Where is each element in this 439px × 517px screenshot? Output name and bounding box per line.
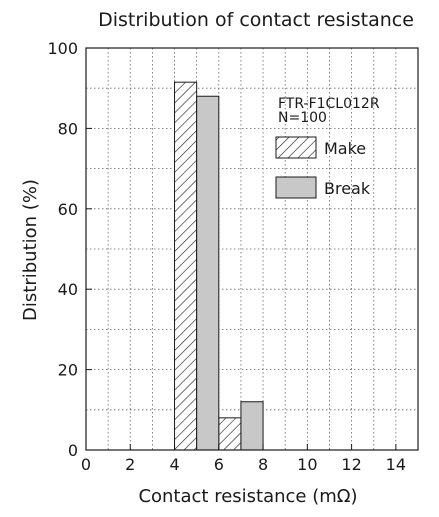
- x-axis-label: Contact resistance (mΩ): [138, 486, 357, 507]
- annotation-sample-size: N=100: [278, 110, 327, 126]
- legend-swatch-break: [275, 176, 317, 199]
- y-tick-label: 40: [58, 280, 78, 299]
- y-tick-label: 0: [68, 441, 78, 460]
- x-tick-label: 10: [297, 455, 317, 474]
- bar-break: [240, 401, 264, 451]
- x-tick-label: 12: [341, 455, 361, 474]
- legend-label-break: Break: [324, 179, 371, 198]
- x-tick-label: 6: [214, 455, 224, 474]
- bar-make: [174, 81, 198, 451]
- legend-label-make: Make: [324, 139, 366, 158]
- x-tick-label: 8: [258, 455, 268, 474]
- y-tick-label: 80: [58, 119, 78, 138]
- bar-break: [196, 95, 220, 451]
- x-tick-label: 4: [169, 455, 179, 474]
- y-tick-label: 20: [58, 361, 78, 380]
- plot-frame: [85, 47, 419, 451]
- x-tick-label: 14: [386, 455, 406, 474]
- y-tick-label: 100: [47, 39, 78, 58]
- annotation-model: FTR-F1CL012R: [278, 96, 380, 112]
- y-tick-label: 60: [58, 200, 78, 219]
- x-tick-label: 0: [81, 455, 91, 474]
- bar-make: [218, 417, 242, 451]
- axis-ticks: 0 2 4 6 8 10 12 14 0 20 40 60 80 100: [47, 39, 406, 474]
- bars: [174, 81, 264, 451]
- x-tick-label: 2: [125, 455, 135, 474]
- legend-swatch-make: [275, 136, 317, 159]
- legend: FTR-F1CL012R N=100 Make Break: [275, 96, 380, 199]
- y-axis-label: Distribution (%): [20, 179, 41, 321]
- chart-title: Distribution of contact resistance: [98, 9, 414, 31]
